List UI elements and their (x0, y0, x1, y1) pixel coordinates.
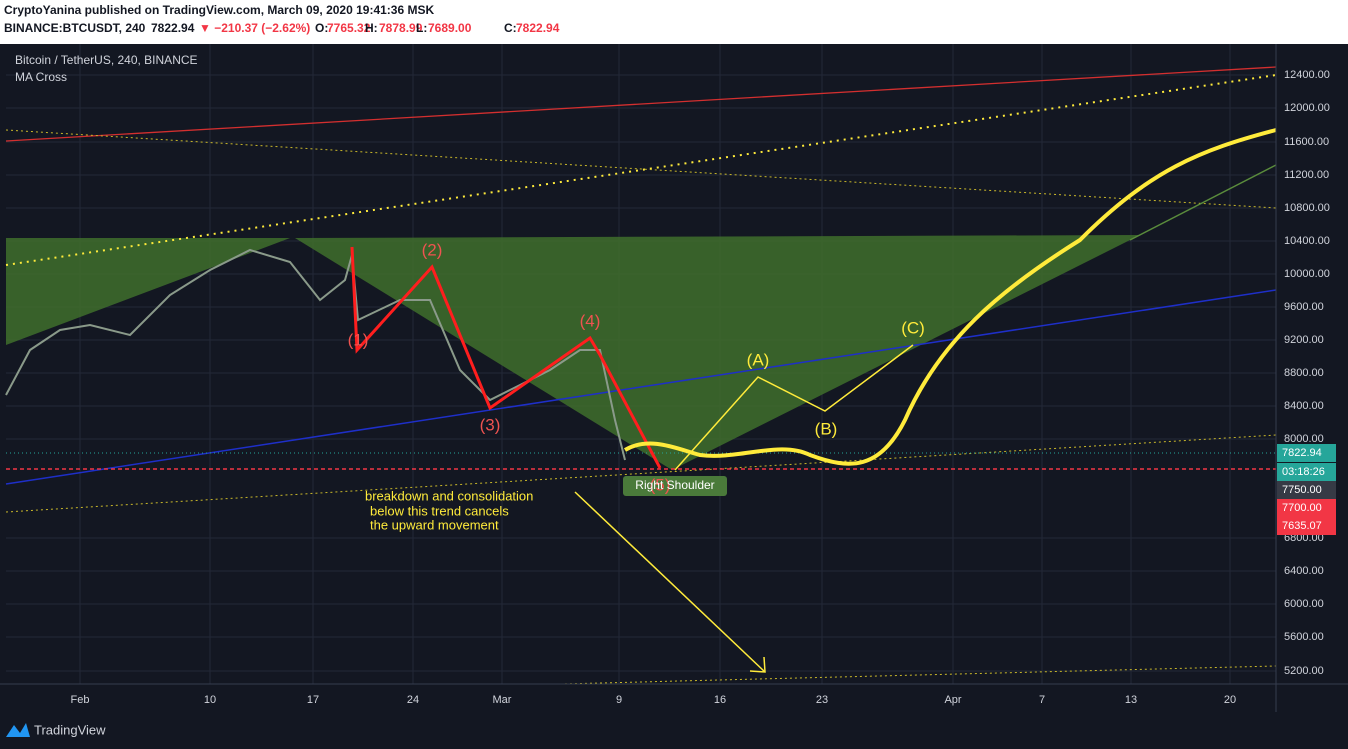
text: H: (365, 21, 378, 35)
text: L: (416, 21, 427, 35)
text: 12000.00 (1284, 102, 1330, 114)
text: 17 (307, 694, 319, 706)
trend-line (5, 434, 1277, 513)
label-box (623, 476, 727, 496)
text: 7689.00 (428, 21, 472, 35)
text: 11200.00 (1284, 169, 1329, 181)
text: 24 (407, 694, 419, 706)
footer-bg (0, 712, 1348, 749)
arrow (574, 491, 766, 673)
text: 8800.00 (1284, 367, 1324, 379)
text: 6400.00 (1284, 565, 1324, 577)
text: (C) (901, 318, 925, 337)
text: 9200.00 (1284, 334, 1324, 346)
text: 13 (1125, 694, 1137, 706)
text: below this trend cancels (370, 503, 509, 518)
text: 7822.94 (516, 21, 560, 35)
text: CryptoYanina published on TradingView.co… (4, 3, 434, 17)
arrow-head (749, 656, 766, 673)
text: 16 (714, 694, 726, 706)
text: C: (504, 21, 517, 35)
text: 10 (204, 694, 216, 706)
text: Apr (944, 694, 961, 706)
text: (2) (422, 240, 443, 259)
text: Bitcoin / TetherUS, 240, BINANCE (15, 53, 198, 67)
text: 20 (1224, 694, 1236, 706)
text: 8400.00 (1284, 400, 1324, 412)
text: 7822.94 (1282, 447, 1322, 459)
price-label-bg (1277, 499, 1336, 517)
text: 11600.00 (1284, 136, 1329, 148)
text: breakdown and consolidation (365, 488, 533, 503)
price-label-bg (1277, 481, 1336, 499)
text: (3) (480, 415, 501, 434)
wave-line (350, 246, 662, 469)
price-label-bg (1277, 444, 1336, 462)
text: 12400.00 (1284, 69, 1330, 81)
trend-line (559, 665, 1277, 685)
text: 10800.00 (1284, 202, 1330, 214)
logo (6, 723, 30, 737)
text: O: (315, 21, 328, 35)
text: 8000.00 (1284, 433, 1324, 445)
price-label-bg (1277, 463, 1336, 481)
text: 6000.00 (1284, 598, 1324, 610)
text: 7635.07 (1282, 520, 1322, 532)
text: TradingView (34, 722, 106, 737)
trend-line (5, 66, 1277, 142)
text: 7765.32 (327, 21, 371, 35)
text: 7 (1039, 694, 1045, 706)
text: 7878.99 (379, 21, 423, 35)
text: (5) (650, 475, 671, 494)
text: BINANCE:BTCUSDT, 240 (4, 21, 146, 35)
text: 7822.94 (151, 21, 195, 35)
header-bg (0, 0, 1348, 44)
text: MA Cross (15, 70, 67, 84)
text: 7750.00 (1282, 484, 1322, 496)
text: Feb (71, 694, 90, 706)
text: 5200.00 (1284, 665, 1324, 677)
text: 5600.00 (1284, 631, 1324, 643)
text: 23 (816, 694, 828, 706)
text: (4) (580, 311, 601, 330)
text: Right Shoulder (635, 478, 714, 492)
text: (A) (747, 350, 770, 369)
projection-curve (623, 128, 1277, 466)
abc-line (674, 344, 914, 471)
text: 10000.00 (1284, 268, 1330, 280)
text: 9600.00 (1284, 301, 1324, 313)
text: Mar (493, 694, 512, 706)
text: 9 (616, 694, 622, 706)
text: (1) (348, 330, 369, 349)
text: 03:18:26 (1282, 466, 1325, 478)
text: ▼ −210.37 (−2.62%) (199, 21, 310, 35)
text: 7700.00 (1282, 502, 1322, 514)
trend-line (5, 289, 1277, 485)
text: 10400.00 (1284, 235, 1330, 247)
text: (B) (815, 419, 838, 438)
pattern-area (295, 235, 1140, 470)
trend-line (5, 129, 1277, 209)
text: the upward movement (370, 517, 499, 532)
price-label-bg (1277, 517, 1336, 535)
trend-line (1129, 164, 1277, 241)
